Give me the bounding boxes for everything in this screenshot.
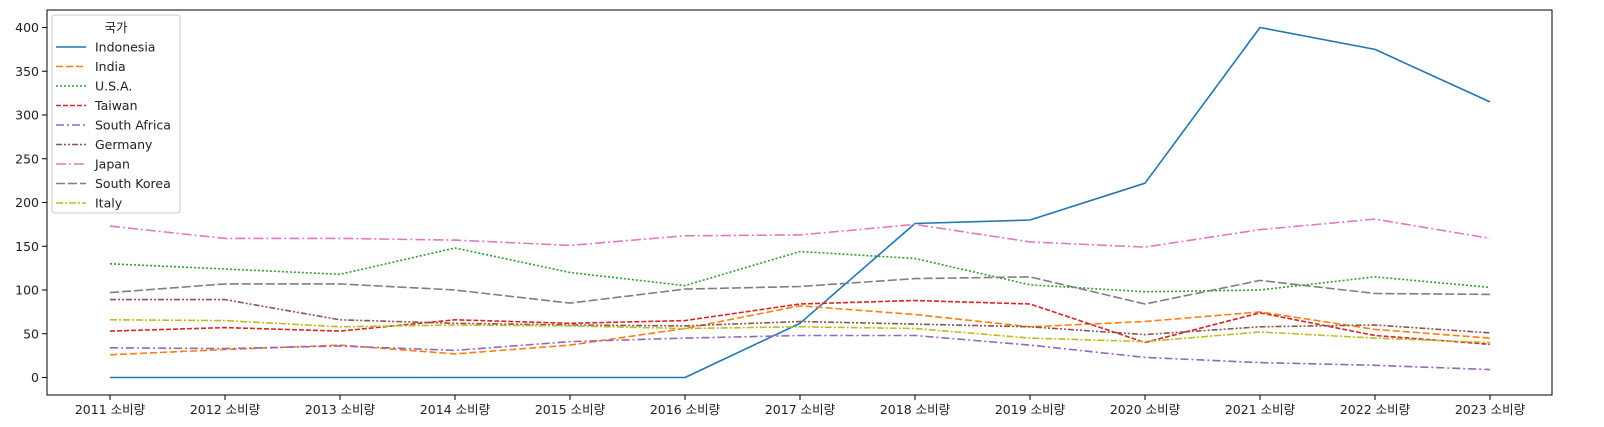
x-axis: 2011 소비량 2012 소비량 2013 소비량 2014 소비량 2015 소비량… [75, 395, 1526, 417]
legend-label: India [95, 59, 126, 74]
x-tick-label: 2020 소비량 [1110, 402, 1181, 417]
x-tick-label: 2017 소비량 [765, 402, 836, 417]
series-line-taiwan [109, 299, 1491, 346]
legend-label: Japan [94, 157, 130, 172]
y-tick-label: 350 [15, 64, 39, 79]
y-tick-label: 100 [15, 283, 39, 298]
y-tick-label: 50 [23, 326, 39, 341]
x-tick-label: 2016 소비량 [650, 402, 721, 417]
series-line-italy [109, 319, 1491, 344]
y-tick-label: 400 [15, 20, 39, 35]
legend-label: Taiwan [94, 98, 138, 113]
x-tick-label: 2011 소비량 [75, 402, 146, 417]
series-line-indonesia [110, 26, 1491, 379]
x-tick-label: 2023 소비량 [1455, 402, 1526, 417]
legend-label: Germany [95, 137, 153, 152]
series-layer [109, 26, 1491, 379]
y-axis: 0 50 100 150 200 250 300 350 400 [15, 20, 47, 385]
x-tick-label: 2013 소비량 [305, 402, 376, 417]
x-tick-label: 2022 소비량 [1340, 402, 1411, 417]
plot-frame [46, 9, 1553, 396]
x-tick-label: 2012 소비량 [190, 402, 261, 417]
legend-label: South Africa [95, 118, 171, 133]
x-tick-label: 2021 소비량 [1225, 402, 1296, 417]
legend: 국가 Indonesia India U.S.A. Taiwan South Afric… [51, 14, 181, 214]
legend-label: South Korea [95, 176, 171, 191]
legend-title: 국가 [104, 20, 128, 35]
legend-label: Italy [95, 196, 123, 211]
legend-label: Indonesia [95, 40, 155, 55]
series-line-u-s-a [109, 247, 1491, 293]
series-line-south-africa [109, 334, 1491, 371]
x-tick-label: 2015 소비량 [535, 402, 606, 417]
series-line-south-korea [109, 276, 1491, 305]
x-tick-label: 2014 소비량 [420, 402, 491, 417]
y-tick-label: 250 [15, 151, 39, 166]
legend-label: U.S.A. [95, 79, 132, 94]
x-tick-label: 2019 소비량 [995, 402, 1066, 417]
series-line-germany [110, 298, 1491, 336]
series-line-japan [109, 218, 1491, 248]
series-line-india [109, 304, 1491, 356]
y-tick-label: 300 [15, 108, 39, 123]
y-tick-label: 150 [15, 239, 39, 254]
y-tick-label: 200 [15, 195, 39, 210]
x-tick-label: 2018 소비량 [880, 402, 951, 417]
y-tick-label: 0 [31, 370, 39, 385]
